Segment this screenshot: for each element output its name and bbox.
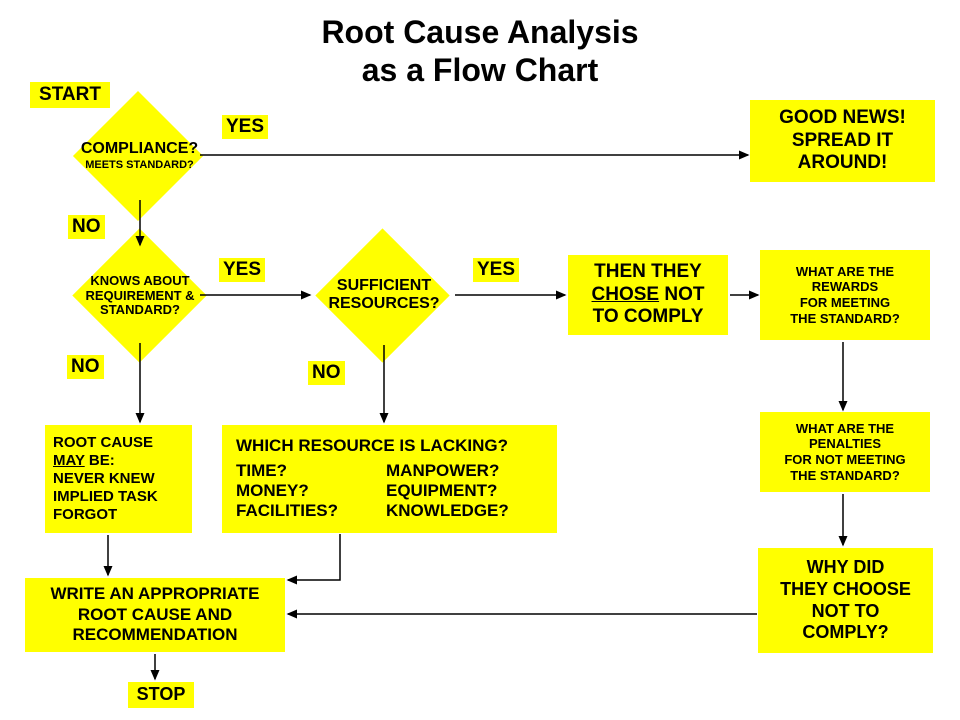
why-l1: WHY DID	[807, 557, 885, 579]
rewards-l3: FOR MEETING	[800, 295, 890, 311]
lacking-l1: WHICH RESOURCE IS LACKING?	[236, 436, 508, 456]
write-l2: ROOT CAUSE AND	[78, 605, 232, 625]
rootcause-l4: IMPLIED TASK	[53, 488, 158, 506]
chose-l2: CHOSE NOT	[592, 284, 705, 307]
yes-label-compliance: YES	[222, 115, 268, 139]
lacking-row2: TIME?MANPOWER?	[236, 461, 543, 481]
write-l1: WRITE AN APPROPRIATE	[50, 584, 259, 604]
lacking-row3: MONEY?EQUIPMENT?	[236, 481, 543, 501]
chose-node: THEN THEY CHOSE NOT TO COMPLY	[568, 255, 728, 335]
knows-diamond-label: KNOWS ABOUT REQUIREMENT & STANDARD?	[60, 269, 220, 323]
rewards-node: WHAT ARE THE REWARDS FOR MEETING THE STA…	[760, 250, 930, 340]
no-label-compliance: NO	[68, 215, 105, 239]
penalties-l4: THE STANDARD?	[790, 468, 900, 484]
write-l3: RECOMMENDATION	[73, 625, 238, 645]
lacking-node: WHICH RESOURCE IS LACKING? TIME?MANPOWER…	[222, 425, 557, 533]
sufficient-l2: RESOURCES?	[328, 295, 439, 313]
penalties-l2: PENALTIES	[809, 436, 881, 452]
write-node: WRITE AN APPROPRIATE ROOT CAUSE AND RECO…	[25, 578, 285, 652]
penalties-l3: FOR NOT MEETING	[784, 452, 905, 468]
stop-node: STOP	[128, 682, 194, 708]
rewards-l1: WHAT ARE THE	[796, 264, 894, 280]
chose-l3: TO COMPLY	[593, 306, 704, 329]
compliance-diamond-label: COMPLIANCE? MEETS STANDARD?	[62, 130, 217, 182]
compliance-main-text: COMPLIANCE?	[81, 140, 198, 158]
sufficient-l1: SUFFICIENT	[337, 277, 431, 295]
rootcause-l2: MAY BE:	[53, 452, 115, 470]
good-news-node: GOOD NEWS! SPREAD IT AROUND!	[750, 100, 935, 182]
rootcause-l1: ROOT CAUSE	[53, 434, 153, 452]
yes-label-sufficient: YES	[473, 258, 519, 282]
no-label-knows: NO	[67, 355, 104, 379]
why-l3: NOT TO	[812, 601, 880, 623]
penalties-l1: WHAT ARE THE	[796, 421, 894, 437]
why-l2: THEY CHOOSE	[780, 579, 911, 601]
knows-l3: STANDARD?	[100, 303, 180, 318]
why-node: WHY DID THEY CHOOSE NOT TO COMPLY?	[758, 548, 933, 653]
rootcause-l3: NEVER KNEW	[53, 470, 155, 488]
compliance-sub-text: MEETS STANDARD?	[85, 159, 194, 172]
why-l4: COMPLY?	[802, 622, 888, 644]
rewards-l4: THE STANDARD?	[790, 311, 900, 327]
sufficient-diamond-label: SUFFICIENT RESOURCES?	[300, 275, 468, 315]
rootcause-l5: FORGOT	[53, 506, 117, 524]
rootcause-node: ROOT CAUSE MAY BE: NEVER KNEW IMPLIED TA…	[45, 425, 192, 533]
penalties-node: WHAT ARE THE PENALTIES FOR NOT MEETING T…	[760, 412, 930, 492]
good-news-l2: SPREAD IT	[792, 130, 893, 153]
knows-l2: REQUIREMENT &	[85, 289, 194, 304]
good-news-l1: GOOD NEWS!	[779, 107, 906, 130]
good-news-l3: AROUND!	[798, 152, 888, 175]
no-label-sufficient: NO	[308, 361, 345, 385]
start-node: START	[30, 82, 110, 108]
yes-label-knows: YES	[219, 258, 265, 282]
chart-title-line2: as a Flow Chart	[0, 52, 960, 89]
rewards-l2: REWARDS	[812, 279, 878, 295]
knows-l1: KNOWS ABOUT	[90, 274, 189, 289]
chart-title-line1: Root Cause Analysis	[0, 14, 960, 51]
lacking-row4: FACILITIES?KNOWLEDGE?	[236, 501, 543, 521]
chose-l1: THEN THEY	[594, 261, 702, 284]
